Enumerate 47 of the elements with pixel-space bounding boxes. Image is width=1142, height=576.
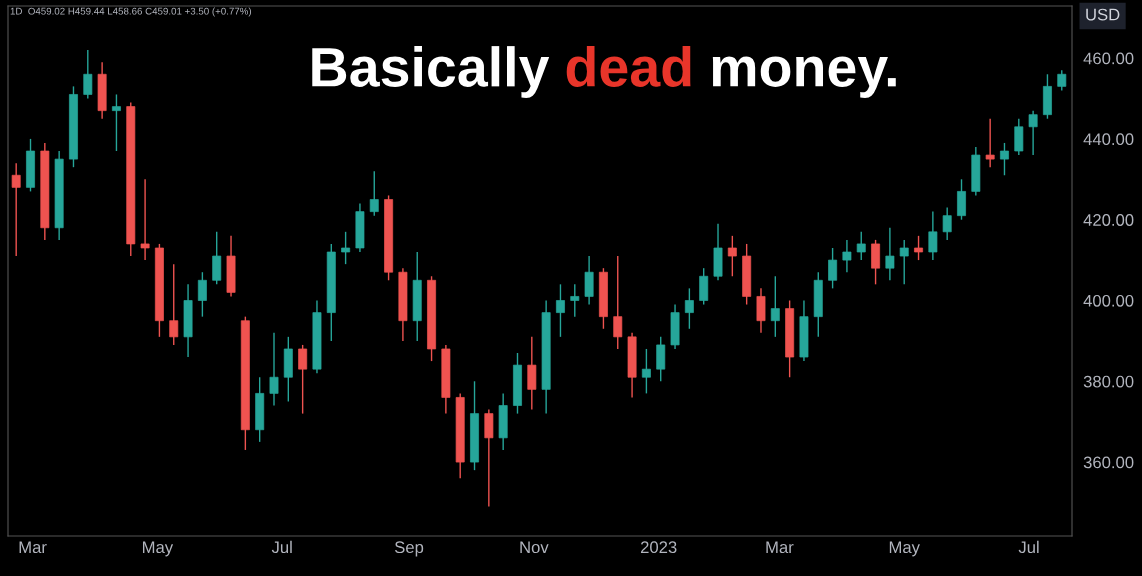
candlestick [770, 275, 780, 338]
x-tick-label: Sep [394, 541, 424, 557]
y-tick-label: 360.00 [1083, 456, 1134, 469]
y-tick-label: 380.00 [1083, 375, 1134, 388]
x-tick-label: Mar [766, 541, 794, 554]
candlestick [856, 231, 866, 261]
candlestick [613, 255, 623, 350]
x-tick-label: Jul [1018, 540, 1039, 554]
candlestick [269, 332, 279, 407]
candlestick [828, 247, 838, 290]
x-tick-label: 2023 [640, 541, 677, 554]
candlestick [1000, 142, 1009, 176]
y-tick-label: 440.00 [1083, 133, 1134, 146]
candlestick [556, 283, 565, 338]
candlestick [727, 235, 737, 277]
x-tick-label: Nov [520, 541, 549, 554]
candlestick [641, 348, 651, 395]
candlestick [140, 178, 150, 261]
candlestick [985, 118, 995, 168]
candlestick [169, 263, 179, 346]
candlestick [1028, 109, 1038, 156]
candlestick [369, 170, 379, 217]
candlestick [570, 283, 580, 318]
candlestick [11, 162, 21, 257]
candlestick [341, 231, 351, 265]
x-tick-label: May [142, 541, 174, 557]
candlestick [298, 344, 308, 415]
x-tick-label: Jul [271, 540, 292, 554]
y-axis-title: USD [1086, 8, 1120, 21]
candlestick [684, 287, 694, 330]
candlestick [1057, 69, 1067, 92]
y-tick-label: 460.00 [1083, 52, 1134, 65]
candlestick [842, 239, 852, 273]
candlestick [899, 239, 909, 286]
candlestick [83, 49, 93, 100]
chart-subtitle: 1D O459.02 H459.44 L458.66 C459.01 +3.50 (+0.77%) [10, 7, 252, 17]
x-tick-label: May [889, 541, 920, 557]
candlestick [885, 227, 895, 281]
candlestick [942, 206, 952, 241]
candlestick [112, 93, 121, 152]
text: Basically dead money. [312, 46, 896, 98]
candlestick [197, 271, 207, 318]
candlestick [914, 235, 923, 261]
candlestick [928, 210, 938, 261]
x-tick-label: Mar [19, 541, 47, 554]
y-tick-label: 420.00 [1083, 214, 1134, 226]
y-tick-label: 400.00 [1083, 294, 1134, 307]
